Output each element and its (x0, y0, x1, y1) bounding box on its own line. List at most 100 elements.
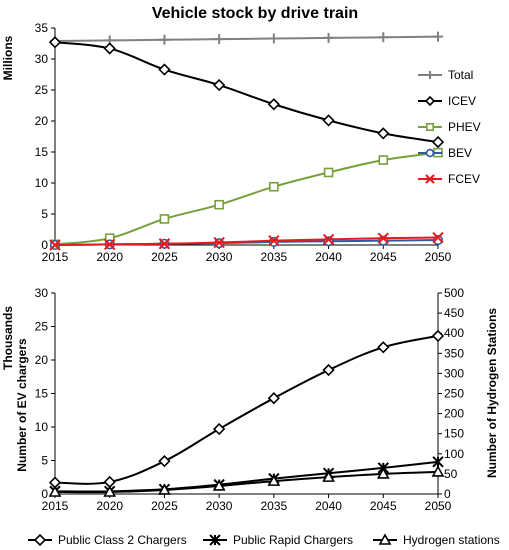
data-point (103, 485, 117, 497)
legend-marker (425, 174, 435, 184)
x-tick-label: 2045 (370, 250, 397, 264)
data-point (323, 167, 334, 178)
series-icev (48, 36, 445, 149)
legend-marker (33, 533, 47, 547)
legend-marker (424, 95, 436, 107)
y2-tick-label: 100 (444, 447, 464, 461)
data-point (323, 32, 334, 43)
data-point (322, 114, 335, 127)
y2-tick-label: 150 (444, 427, 464, 441)
legend-label: Total (448, 68, 473, 82)
data-point (269, 181, 279, 192)
x-tick-label: 2015 (42, 250, 69, 264)
y-tick-label: 0 (41, 487, 48, 501)
data-point (158, 238, 171, 250)
x-tick-label: 2040 (315, 499, 342, 513)
data-point (322, 363, 335, 377)
y-tick-label: 5 (41, 207, 48, 221)
data-point (104, 238, 116, 251)
chart2-plot: 0510152025300501001502002503003504004505… (28, 286, 500, 547)
x-tick-label: 2020 (96, 250, 123, 264)
data-point (212, 479, 226, 491)
y-tick-label: 30 (35, 52, 49, 66)
y2-tick-label: 250 (444, 387, 464, 401)
y-tick-label: 20 (35, 353, 49, 367)
x-tick-label: 2030 (206, 499, 233, 513)
series-hydrogen-stations (48, 465, 445, 497)
data-point (268, 33, 279, 44)
x-tick-label: 2040 (315, 250, 342, 264)
x-tick-label: 2050 (425, 250, 452, 264)
x-tick-label: 2035 (261, 499, 288, 513)
x-tick-label: 2025 (151, 499, 178, 513)
y-tick-label: 0 (41, 238, 48, 252)
legend-marker (425, 123, 434, 132)
legend-label: Public Class 2 Chargers (58, 533, 187, 547)
legend-label: Hydrogen stations (403, 533, 500, 547)
chart2-ylabel-unit: Thousands (1, 306, 15, 370)
data-point (214, 34, 225, 45)
data-point (103, 42, 116, 55)
data-point (48, 485, 62, 497)
legend-label: BEV (448, 146, 472, 160)
data-point (377, 341, 390, 354)
data-point (158, 455, 171, 468)
data-point (48, 36, 62, 49)
legend-label: ICEV (448, 94, 476, 108)
y2-tick-label: 0 (444, 487, 451, 501)
legend-marker (426, 71, 434, 79)
data-point (378, 32, 389, 43)
series-line (54, 151, 439, 246)
data-point (431, 329, 445, 343)
y2-tick-label: 50 (444, 467, 458, 481)
y-tick-label: 35 (35, 21, 49, 35)
y2-tick-label: 400 (444, 326, 464, 340)
x-tick-label: 2050 (425, 499, 452, 513)
y2-tick-label: 300 (444, 366, 464, 380)
series-line (54, 41, 439, 144)
y2-tick-label: 500 (444, 286, 464, 300)
chart1-title: Vehicle stock by drive train (152, 5, 358, 22)
data-point (158, 63, 171, 76)
data-point (214, 199, 224, 210)
data-point (433, 31, 443, 42)
series-public-class-2-chargers (48, 329, 445, 489)
y-tick-label: 10 (35, 176, 49, 190)
data-point (267, 474, 281, 486)
x-tick-label: 2035 (261, 250, 288, 264)
data-point (267, 98, 280, 111)
y2-tick-label: 200 (444, 407, 464, 421)
legend: Public Class 2 Chargers Public Rapid Char… (28, 533, 500, 547)
legend-label: PHEV (448, 120, 481, 134)
y-tick-label: 25 (35, 83, 49, 97)
data-point (159, 214, 170, 224)
series-line (54, 334, 439, 485)
data-point (159, 34, 170, 45)
series-total (50, 31, 443, 47)
x-tick-label: 2015 (42, 499, 69, 513)
y-tick-label: 10 (35, 420, 49, 434)
legend: Total ICEV PHEV BEV FCEV (418, 68, 481, 186)
data-point (431, 465, 445, 477)
y2-tick-label: 350 (444, 346, 464, 360)
data-point (213, 422, 226, 436)
series-line (54, 236, 439, 246)
data-point (322, 470, 335, 482)
chart2-y2label: Number of Hydrogen Stations (485, 308, 499, 478)
data-point (213, 236, 225, 249)
legend-label: FCEV (448, 172, 480, 186)
legend-label: Public Rapid Chargers (233, 533, 353, 547)
data-point (268, 234, 280, 247)
data-point (432, 456, 444, 468)
series-line (54, 470, 439, 494)
legend-marker (378, 533, 392, 545)
x-tick-label: 2030 (206, 250, 233, 264)
y-tick-label: 15 (35, 145, 49, 159)
y-tick-label: 20 (35, 114, 49, 128)
series-fcev (49, 231, 444, 251)
x-tick-label: 2045 (370, 499, 397, 513)
data-point (322, 233, 335, 246)
chart2-ylabel: Number of EV chargers (15, 338, 29, 472)
